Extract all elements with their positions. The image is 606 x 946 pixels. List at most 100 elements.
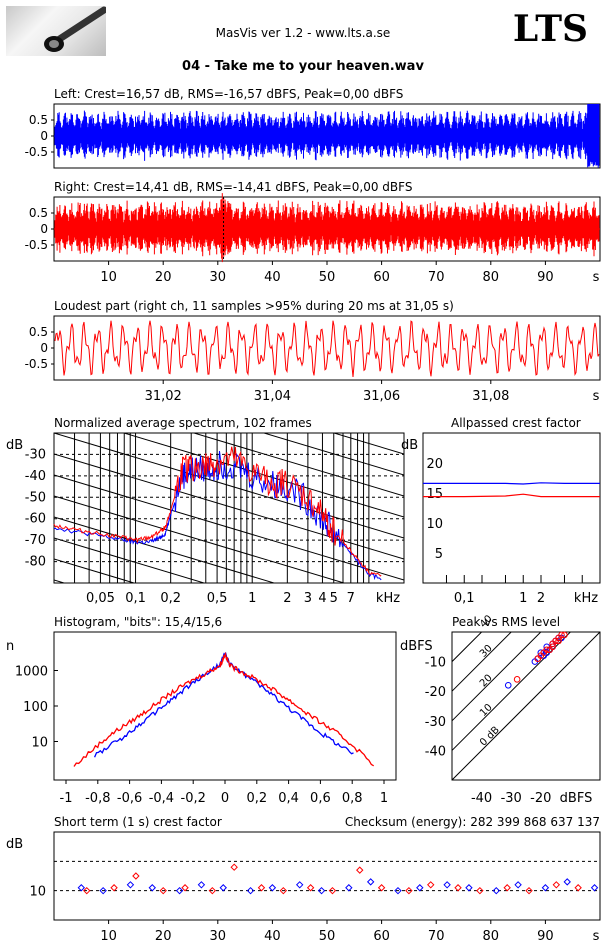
crest-xtick-label: 30 bbox=[210, 929, 227, 944]
histogram-title: Histogram, "bits": 15,4/15,6 bbox=[54, 615, 222, 629]
spectrum-diagonal bbox=[262, 433, 404, 476]
crest-xtick-label: 80 bbox=[483, 929, 500, 944]
crest-xtick-label: 40 bbox=[264, 929, 281, 944]
peakrms-xtick-label: -40 bbox=[471, 791, 492, 806]
spectrum-diagonal bbox=[54, 537, 206, 583]
right-xtick-label: 80 bbox=[483, 270, 500, 285]
crest-xtick-label: 90 bbox=[537, 929, 554, 944]
spectrum-ytick-label: -50 bbox=[25, 490, 46, 505]
peakrms-diag-label: 30 bbox=[478, 643, 495, 660]
peakrms-ytick-label: -10 bbox=[425, 656, 446, 671]
crest-xtick-label: 60 bbox=[373, 929, 390, 944]
spectrum-xtick-label: 2 bbox=[283, 591, 291, 606]
histogram-xtick-label: 0,2 bbox=[246, 791, 267, 806]
peakrms-point-right bbox=[543, 646, 551, 654]
right-xtick-label: 10 bbox=[100, 270, 117, 285]
left-title: Left: Crest=16,57 dB, RMS=-16,57 dBFS, P… bbox=[54, 87, 403, 101]
histogram-ytick-label: 1000 bbox=[15, 665, 48, 680]
left-ytick-label: -0.5 bbox=[25, 145, 48, 159]
peakrms-point-right bbox=[534, 655, 542, 662]
spectrum-diagonal bbox=[332, 433, 404, 455]
left-ytick-label: 0.5 bbox=[29, 113, 48, 127]
crest-point-right bbox=[476, 886, 484, 895]
loudest-ytick-label: 0.5 bbox=[29, 325, 48, 339]
crest-point-right bbox=[83, 886, 91, 895]
histogram-xtick-label: -1 bbox=[60, 791, 73, 806]
spectrum-ytick-label: -80 bbox=[25, 555, 46, 570]
allpass-series-right bbox=[423, 493, 600, 498]
right-xtick-label: 50 bbox=[319, 270, 336, 285]
right-xtick-label: 40 bbox=[264, 270, 281, 285]
crest-point-right bbox=[257, 884, 266, 892]
spectrum-diagonal bbox=[192, 433, 404, 497]
allpass-xtick-label: 1 bbox=[519, 591, 527, 606]
spectrum-ytick-label: -60 bbox=[25, 512, 46, 527]
spectrum-xtick-label: 0,2 bbox=[160, 591, 181, 606]
spectrum-xtick-label: 0,5 bbox=[207, 591, 228, 606]
crest-title: Short term (1 s) crest factor bbox=[54, 815, 222, 829]
crest-point-right bbox=[181, 884, 189, 892]
histogram-series-left bbox=[94, 652, 354, 758]
peakrms-frame bbox=[451, 631, 601, 781]
loudest-xtick-label: 31,08 bbox=[472, 389, 509, 404]
crest-xunit-label: s bbox=[593, 929, 600, 944]
spectrum-xtick-label: 7 bbox=[347, 591, 355, 606]
peakrms-diagonal bbox=[452, 632, 512, 692]
histogram-series-right bbox=[73, 651, 375, 767]
crest-point-left bbox=[99, 886, 107, 895]
allpass-ytick-label: 10 bbox=[426, 517, 443, 532]
histogram-xtick-label: -0,8 bbox=[85, 791, 110, 806]
crest-xtick-label: 70 bbox=[428, 929, 445, 944]
allpass-ytick-label: 5 bbox=[435, 547, 443, 562]
crest-point-left bbox=[465, 884, 473, 892]
spectrum-series-right bbox=[53, 446, 382, 577]
spectrum-xtick-label: 4 bbox=[318, 591, 326, 606]
spectrum-diagonal bbox=[54, 495, 346, 583]
brand-logo: LTS bbox=[512, 8, 588, 50]
histogram-xtick-label: -0,6 bbox=[117, 791, 142, 806]
crest-point-right bbox=[328, 886, 337, 895]
crest-point-left bbox=[416, 884, 424, 892]
crest-point-right bbox=[306, 884, 315, 892]
allpass-ylabel: dB bbox=[401, 438, 418, 453]
peakrms-point-right bbox=[549, 640, 556, 648]
spectrum-diagonal bbox=[54, 433, 404, 539]
spectrum-xunit-label: kHz bbox=[376, 591, 400, 606]
peakrms-xlabel: dBFS bbox=[560, 791, 593, 806]
crest-point-right bbox=[132, 872, 140, 880]
histogram-xtick-label: 0 bbox=[221, 791, 229, 806]
track-title: 04 - Take me to your heaven.wav bbox=[182, 59, 424, 74]
crest-ytick-label: 10 bbox=[29, 885, 46, 900]
crest-xtick-label: 20 bbox=[155, 929, 172, 944]
crest-frame bbox=[53, 831, 601, 921]
peakrms-diagonal bbox=[452, 632, 483, 662]
crest-point-right bbox=[279, 886, 288, 895]
right-xtick-label: 30 bbox=[210, 270, 227, 285]
peakrms-point-left bbox=[537, 649, 545, 657]
allpass-series-left bbox=[423, 482, 600, 485]
crest-point-right bbox=[159, 886, 167, 895]
allpass-title: Allpassed crest factor bbox=[451, 416, 581, 430]
spectrum-frame bbox=[53, 432, 405, 584]
right-xunit-label: s bbox=[593, 270, 600, 285]
crest-point-right bbox=[503, 884, 511, 892]
loudest-waveform bbox=[54, 320, 600, 378]
crest-point-left bbox=[514, 881, 522, 889]
peakrms-xtick-label: -20 bbox=[530, 791, 551, 806]
crest-point-right bbox=[208, 886, 217, 895]
histogram-xtick-label: -0,2 bbox=[181, 791, 206, 806]
histogram-xtick-label: 0,4 bbox=[278, 791, 299, 806]
crest-point-left bbox=[126, 881, 135, 889]
peakrms-point-right bbox=[513, 676, 521, 683]
peakrms-point-right bbox=[561, 631, 568, 639]
peakrms-point-right bbox=[558, 631, 565, 639]
peakrms-diagonals bbox=[452, 632, 600, 780]
spectrum-xtick-label: 5 bbox=[330, 591, 338, 606]
spectrum-title: Normalized average spectrum, 102 frames bbox=[54, 416, 312, 430]
crest-ylabel: dB bbox=[6, 837, 23, 852]
crest-point-left bbox=[345, 884, 353, 892]
peakrms-ytick-label: -30 bbox=[425, 715, 446, 730]
crest-point-left bbox=[443, 881, 451, 889]
peakrms-diagonal bbox=[452, 632, 542, 722]
